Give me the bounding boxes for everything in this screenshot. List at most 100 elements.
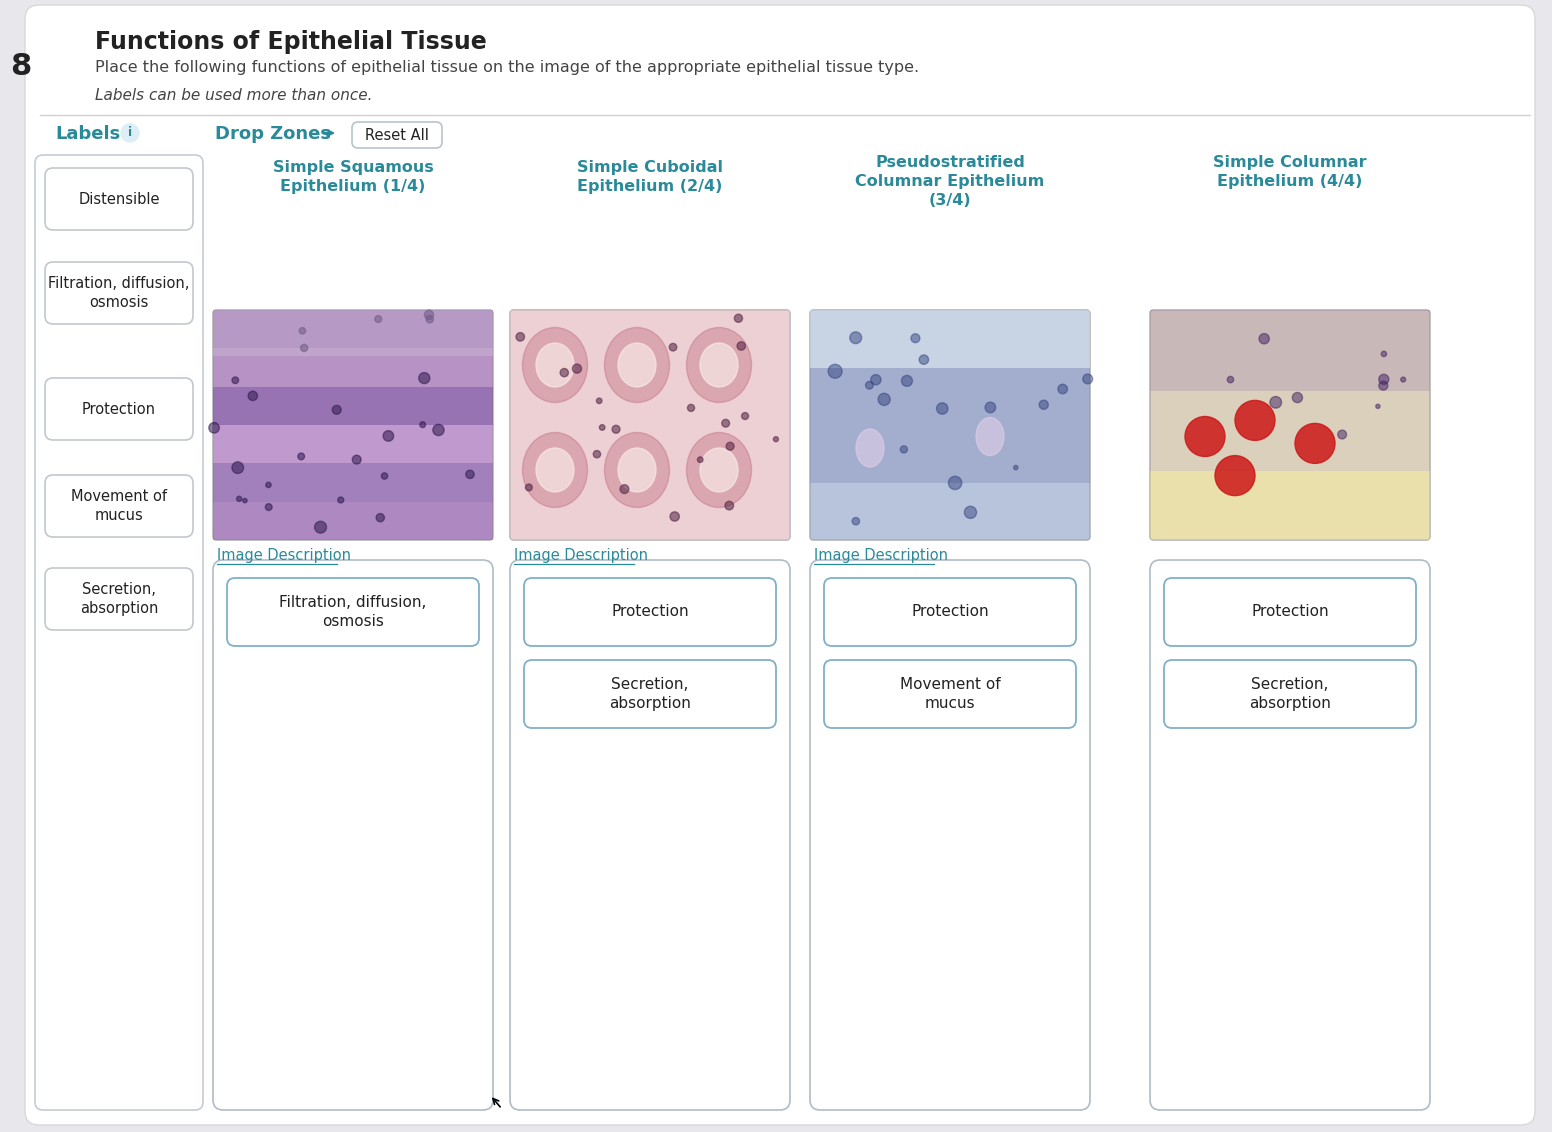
FancyBboxPatch shape (45, 261, 192, 324)
FancyBboxPatch shape (25, 5, 1535, 1125)
Ellipse shape (604, 327, 669, 403)
FancyBboxPatch shape (511, 560, 790, 1110)
Bar (213, 463, 494, 501)
Ellipse shape (700, 343, 739, 387)
Circle shape (611, 426, 619, 434)
Text: Functions of Epithelial Tissue: Functions of Epithelial Tissue (95, 31, 487, 54)
Text: Filtration, diffusion,
osmosis: Filtration, diffusion, osmosis (279, 594, 427, 629)
Text: Drop Zones: Drop Zones (216, 125, 331, 143)
Circle shape (936, 403, 948, 414)
Circle shape (866, 381, 874, 389)
Circle shape (900, 446, 908, 453)
Text: Distensible: Distensible (78, 191, 160, 206)
Circle shape (332, 405, 341, 414)
Circle shape (1401, 377, 1406, 381)
Circle shape (1375, 404, 1380, 409)
Ellipse shape (700, 448, 739, 492)
Circle shape (725, 501, 734, 509)
FancyBboxPatch shape (213, 310, 494, 540)
Circle shape (210, 422, 219, 434)
Circle shape (376, 514, 385, 522)
Circle shape (1228, 377, 1234, 383)
FancyBboxPatch shape (1150, 560, 1429, 1110)
Circle shape (338, 497, 345, 503)
Bar (1150, 471, 1429, 540)
Text: 8: 8 (9, 52, 31, 82)
Text: Labels can be used more than once.: Labels can be used more than once. (95, 88, 372, 103)
Circle shape (1083, 374, 1093, 384)
Text: Secretion,
absorption: Secretion, absorption (1249, 677, 1332, 711)
FancyBboxPatch shape (824, 660, 1076, 728)
Circle shape (383, 430, 394, 441)
Circle shape (515, 333, 525, 341)
Circle shape (265, 482, 272, 488)
Circle shape (231, 377, 239, 384)
Bar (213, 310, 494, 355)
Ellipse shape (976, 418, 1004, 455)
Circle shape (911, 334, 920, 343)
Text: Pseudostratified
Columnar Epithelium
(3/4): Pseudostratified Columnar Epithelium (3/… (855, 155, 1044, 208)
Text: Secretion,
absorption: Secretion, absorption (79, 582, 158, 617)
Bar (810, 310, 1090, 368)
Circle shape (1338, 430, 1347, 439)
FancyBboxPatch shape (1164, 660, 1415, 728)
Ellipse shape (535, 343, 574, 387)
Circle shape (315, 521, 326, 533)
Bar (810, 368, 1090, 482)
Circle shape (902, 376, 913, 386)
Circle shape (1293, 393, 1302, 403)
Circle shape (560, 369, 568, 377)
Bar (213, 310, 494, 349)
Text: Movement of
mucus: Movement of mucus (71, 489, 168, 523)
Circle shape (829, 365, 843, 378)
Text: Labels: Labels (54, 125, 120, 143)
Circle shape (734, 315, 742, 323)
FancyBboxPatch shape (227, 578, 480, 646)
Circle shape (986, 402, 996, 413)
Bar (213, 349, 494, 387)
Circle shape (871, 375, 882, 385)
Text: Filtration, diffusion,
osmosis: Filtration, diffusion, osmosis (48, 275, 189, 310)
Text: Protection: Protection (1251, 604, 1329, 619)
Circle shape (593, 451, 601, 457)
Circle shape (742, 412, 748, 420)
Circle shape (878, 393, 891, 405)
Text: Protection: Protection (82, 402, 157, 417)
FancyBboxPatch shape (1164, 578, 1415, 646)
Ellipse shape (618, 343, 656, 387)
Circle shape (1013, 465, 1018, 470)
Ellipse shape (618, 448, 656, 492)
FancyBboxPatch shape (1150, 310, 1429, 540)
Circle shape (301, 344, 307, 352)
Circle shape (1259, 334, 1270, 344)
Circle shape (526, 484, 532, 491)
FancyBboxPatch shape (45, 378, 192, 440)
Circle shape (737, 342, 745, 350)
Text: Reset All: Reset All (365, 128, 428, 143)
Bar (511, 310, 790, 540)
Circle shape (1378, 381, 1387, 391)
Text: Image Description: Image Description (217, 548, 351, 563)
Circle shape (1040, 401, 1048, 410)
Bar (213, 501, 494, 540)
Circle shape (722, 419, 729, 427)
Circle shape (265, 504, 272, 511)
Circle shape (964, 506, 976, 518)
Circle shape (424, 310, 433, 319)
Circle shape (1235, 401, 1276, 440)
FancyBboxPatch shape (525, 578, 776, 646)
Circle shape (352, 455, 362, 464)
Circle shape (670, 512, 680, 521)
Ellipse shape (686, 432, 751, 507)
FancyBboxPatch shape (213, 560, 494, 1110)
FancyBboxPatch shape (45, 475, 192, 537)
Circle shape (242, 498, 247, 503)
Ellipse shape (604, 432, 669, 507)
Circle shape (726, 443, 734, 451)
Circle shape (1215, 455, 1256, 496)
Circle shape (466, 470, 475, 479)
Ellipse shape (535, 448, 574, 492)
Circle shape (1294, 423, 1335, 463)
Bar (1150, 391, 1429, 471)
Circle shape (121, 125, 140, 142)
